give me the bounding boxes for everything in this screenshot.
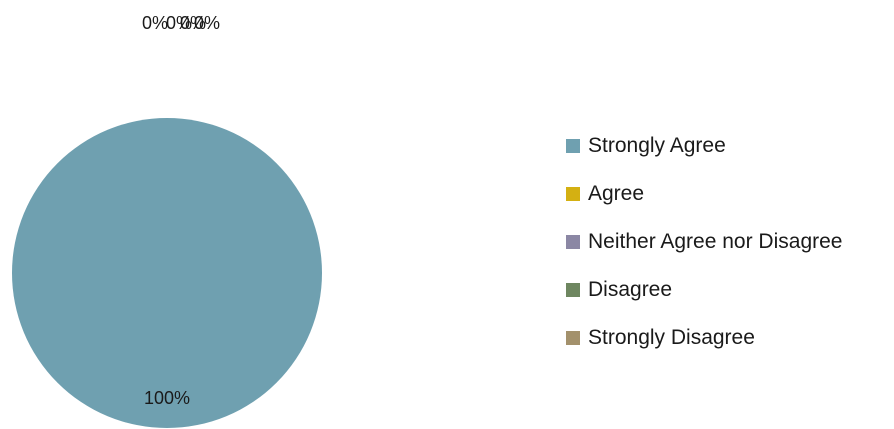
legend-swatch-strongly-disagree [566, 331, 580, 345]
legend-item-strongly-agree: Strongly Agree [566, 122, 842, 170]
legend-label-neither-agree-nor-disagree: Neither Agree nor Disagree [588, 230, 843, 253]
legend-item-disagree: Disagree [566, 266, 842, 314]
pie-slice-agree-label: 0% [142, 13, 168, 33]
legend-swatch-agree [566, 187, 580, 201]
legend-swatch-disagree [566, 283, 580, 297]
pie-slice-disagree-label: 0% [180, 13, 206, 33]
pie-data-labels: 100%0%0%0%0% [142, 13, 220, 408]
legend-label-strongly-disagree: Strongly Disagree [588, 326, 755, 349]
pie-slice-neither-agree-nor-disagree-label: 0% [166, 13, 192, 33]
legend-swatch-strongly-agree [566, 139, 580, 153]
legend-item-agree: Agree [566, 170, 842, 218]
legend-label-strongly-agree: Strongly Agree [588, 134, 726, 157]
pie-slice-strongly-agree [12, 118, 322, 428]
legend-label-disagree: Disagree [588, 278, 673, 301]
legend-item-strongly-disagree: Strongly Disagree [566, 314, 842, 362]
chart-legend: Strongly Agree Agree Neither Agree nor Dis… [566, 122, 842, 362]
legend-item-neither-agree-nor-disagree: Neither Agree nor Disagree [566, 218, 842, 266]
pie-slice-strongly-disagree-label: 0% [194, 13, 220, 33]
legend-swatch-neither-agree-nor-disagree [566, 235, 580, 249]
pie-slices [12, 118, 322, 428]
legend-label-agree: Agree [588, 182, 645, 205]
pie-slice-strongly-agree-label: 100% [144, 388, 190, 408]
